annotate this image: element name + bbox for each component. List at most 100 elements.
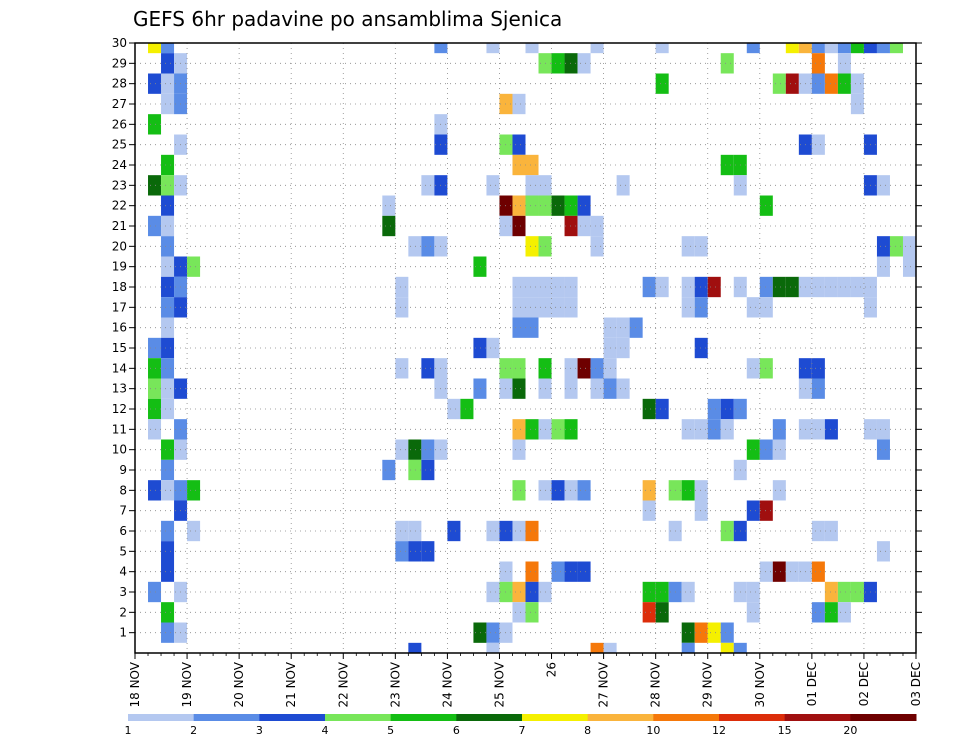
heatmap-cell — [564, 378, 578, 399]
heatmap-cell — [746, 439, 760, 460]
y-tick-label: 2 — [119, 605, 127, 619]
heatmap-cell — [746, 358, 760, 379]
heatmap-cell — [616, 175, 630, 196]
colorbar-label: 8 — [584, 724, 591, 737]
y-tick-label: 23 — [112, 178, 127, 192]
heatmap-cell — [512, 215, 526, 237]
heatmap-cell — [772, 480, 786, 501]
heatmap-cell — [551, 480, 565, 501]
heatmap-cell — [395, 276, 409, 298]
heatmap-cell — [785, 561, 799, 582]
x-tick-label: 24 NOV — [440, 661, 454, 707]
heatmap-cell — [512, 378, 526, 399]
heatmap-cell — [720, 398, 734, 420]
heatmap-cell — [707, 622, 721, 643]
heatmap-cell — [798, 43, 812, 54]
colorbar-label: 7 — [519, 724, 526, 737]
heatmap-cell — [486, 337, 500, 359]
heatmap-cell — [577, 358, 591, 379]
y-tick-label: 12 — [112, 402, 127, 416]
x-tick-label: 02 DEC — [857, 662, 871, 706]
heatmap-cell — [824, 602, 838, 623]
heatmap-cell — [824, 419, 838, 440]
heatmap-cell — [512, 439, 526, 460]
heatmap-cell — [603, 642, 617, 653]
heatmap-cell — [707, 276, 721, 298]
heatmap-cell — [876, 175, 890, 196]
y-tick-label: 4 — [119, 565, 127, 579]
heatmap-cell — [850, 276, 864, 298]
heatmap-cell — [525, 236, 539, 257]
heatmap-cell — [395, 520, 409, 542]
heatmap-cell — [512, 358, 526, 379]
heatmap-cell — [161, 520, 175, 542]
heatmap-cell — [395, 541, 409, 562]
y-tick-label: 15 — [112, 341, 127, 355]
y-tick-label: 8 — [119, 483, 127, 497]
heatmap-cell — [655, 398, 669, 420]
x-tick-label: 21 NOV — [284, 661, 298, 707]
heatmap-cell — [148, 114, 162, 135]
y-tick-label: 29 — [112, 56, 127, 70]
heatmap-cell — [161, 317, 175, 338]
heatmap-cell — [902, 236, 916, 257]
x-tick-label: 26 — [545, 662, 559, 677]
colorbar: 1 2 3 4 5 6 7 8 10 12 15 20 — [125, 714, 917, 737]
heatmap-cell — [551, 276, 565, 298]
y-tick-label: 18 — [112, 280, 127, 294]
heatmap-cell — [811, 53, 825, 74]
heatmap-cell — [694, 337, 708, 359]
y-tick-label: 16 — [112, 321, 127, 335]
heatmap-cell — [161, 459, 175, 481]
heatmap-cell — [382, 459, 396, 481]
heatmap-cell — [694, 297, 708, 318]
heatmap-cell — [564, 195, 578, 216]
y-tick-label: 9 — [119, 463, 127, 477]
heatmap-cell — [148, 337, 162, 359]
y-tick-label: 17 — [112, 300, 127, 314]
heatmap-cell — [681, 297, 695, 318]
heatmap-cell — [577, 195, 591, 216]
heatmap-cell — [902, 256, 916, 277]
heatmap-cell — [473, 378, 487, 399]
heatmap-cell — [746, 297, 760, 318]
heatmap-cell — [382, 195, 396, 216]
x-tick-label: 28 NOV — [649, 661, 663, 707]
heatmap-cell — [161, 73, 175, 94]
heatmap-cell — [395, 297, 409, 318]
heatmap-cell — [564, 561, 578, 582]
heatmap-cell — [759, 297, 773, 318]
heatmap-cell — [525, 154, 539, 176]
heatmap-cell — [564, 297, 578, 318]
heatmap-cell — [681, 581, 695, 603]
heatmap-cell — [551, 561, 565, 582]
heatmap-cell — [577, 561, 591, 582]
heatmap-cell — [720, 642, 734, 653]
heatmap-cell — [824, 520, 838, 542]
heatmap-cell — [148, 398, 162, 420]
heatmap-cell — [512, 93, 526, 115]
heatmap-cell — [694, 276, 708, 298]
x-tick-label: 25 NOV — [492, 661, 506, 707]
heatmap-cell — [525, 195, 539, 216]
colorbar-swatch — [325, 714, 392, 721]
x-tick-label: 27 NOV — [597, 661, 611, 707]
heatmap-cell — [642, 581, 656, 603]
heatmap-cell — [837, 43, 851, 54]
heatmap-cell — [772, 73, 786, 94]
heatmap-cell — [148, 73, 162, 94]
heatmap-cell — [590, 378, 604, 399]
heatmap-cell — [824, 43, 838, 54]
heatmap-cell — [772, 561, 786, 582]
colorbar-label: 15 — [778, 724, 792, 737]
colorbar-swatch — [390, 714, 457, 721]
heatmap-cell — [759, 195, 773, 216]
heatmap-cell — [564, 358, 578, 379]
heatmap-cell — [850, 581, 864, 603]
heatmap-cell — [161, 541, 175, 562]
heatmap-cell — [811, 378, 825, 399]
heatmap-cell — [551, 419, 565, 440]
heatmap-cell — [681, 276, 695, 298]
y-tick-label: 25 — [112, 138, 127, 152]
y-tick-label: 3 — [119, 585, 127, 599]
